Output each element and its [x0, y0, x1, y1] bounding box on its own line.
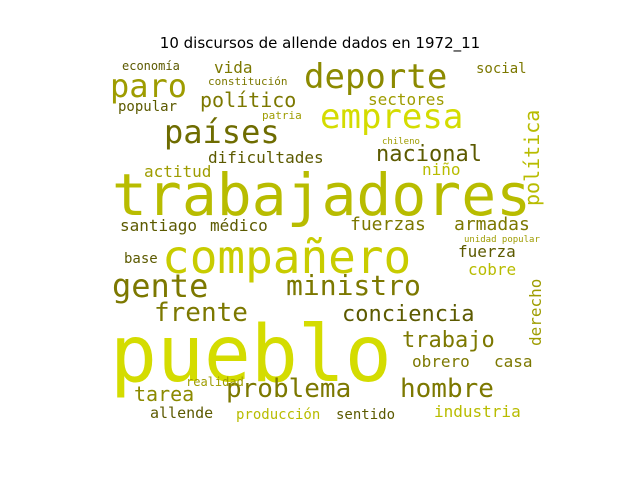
word: sectores	[368, 90, 446, 109]
word: empresa	[320, 97, 464, 137]
word: derecho	[526, 278, 545, 346]
word: trabajadores	[112, 161, 532, 229]
word: niño	[422, 160, 461, 179]
word: realidad	[186, 375, 244, 389]
word: unidad popular	[464, 235, 540, 245]
word: social	[476, 61, 527, 77]
word: paro	[110, 67, 188, 105]
word: ministro	[286, 269, 421, 302]
word: armadas	[454, 214, 530, 235]
word: base	[124, 251, 158, 267]
word-cloud: pueblo trabajadores compañero deporte em…	[110, 58, 548, 430]
word: casa	[494, 352, 533, 371]
word: pueblo	[110, 310, 392, 400]
word: constitución	[208, 75, 288, 88]
word: nacional	[376, 142, 482, 167]
word: vida	[214, 58, 253, 77]
word: industria	[434, 402, 521, 421]
word: obrero	[412, 352, 470, 371]
word: compañero	[162, 230, 412, 284]
word: deporte	[304, 58, 448, 97]
word: trabajo	[402, 328, 495, 353]
word: economía	[122, 59, 180, 73]
word: cobre	[468, 260, 517, 279]
word: dificultades	[208, 148, 324, 167]
word: hombre	[400, 374, 494, 404]
word: tarea	[134, 382, 195, 406]
word: santiago	[120, 216, 198, 235]
word: patria	[262, 109, 302, 122]
word: política	[520, 109, 544, 206]
word: fuerza	[458, 242, 516, 261]
word: allende	[150, 404, 214, 422]
word: chileno	[382, 137, 420, 147]
word: político	[200, 88, 297, 112]
word: fuerzas	[350, 214, 426, 235]
word: frente	[154, 298, 248, 328]
word: sentido	[336, 407, 396, 423]
word: médico	[210, 216, 268, 235]
word: actitud	[144, 162, 212, 181]
word: países	[164, 113, 280, 151]
chart-title: 10 discursos de allende dados en 1972_11	[159, 34, 481, 52]
word: producción	[236, 407, 321, 423]
word: problema	[226, 374, 352, 404]
word: gente	[112, 267, 209, 305]
word: conciencia	[342, 302, 475, 327]
word: popular	[118, 99, 178, 115]
